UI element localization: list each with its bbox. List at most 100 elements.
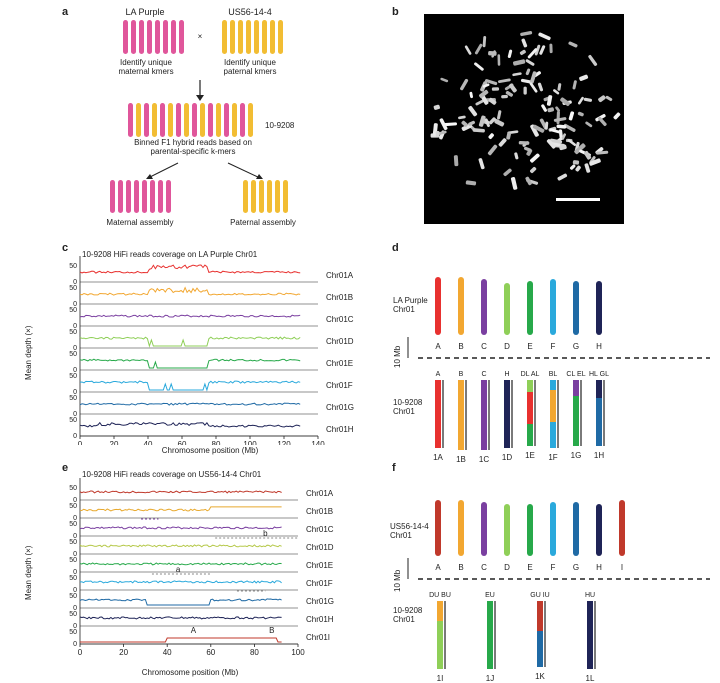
chromosome-spot: [546, 139, 556, 149]
chromosome-D: [504, 504, 510, 556]
chromosome-spot: [482, 83, 490, 88]
hybrid-segment: [550, 422, 556, 448]
chromosome-spot: [508, 83, 517, 93]
chromosome-spot: [474, 43, 483, 55]
chromosome-bar: [152, 103, 157, 137]
chromosome-bar: [230, 20, 235, 54]
chromosome-spot: [598, 95, 606, 103]
chromosome-spot: [561, 133, 566, 140]
y-tick-label: 50: [69, 285, 77, 292]
y-tick-label: 50: [69, 417, 77, 424]
chromosome-spot: [468, 105, 478, 117]
chromosome-bar: [275, 180, 280, 213]
x-tick-label: 100: [291, 648, 305, 657]
chromosome-letter: F: [551, 563, 556, 572]
chromosome-spot: [589, 158, 601, 166]
chromosome-letter: A: [435, 563, 441, 572]
track-name: Chr01E: [326, 359, 353, 368]
chromosome-bar: [200, 103, 205, 137]
chromosome-H: [596, 504, 602, 556]
chromosome-spot: [539, 45, 546, 55]
track-name: Chr01A: [326, 271, 354, 280]
chromosome-bar: [144, 103, 149, 137]
chromosome-spot: [583, 97, 593, 102]
chromosome-spot: [556, 124, 567, 129]
chromosome-C: [481, 502, 487, 556]
chromosome-spot: [501, 94, 508, 99]
chromosome-spot: [520, 78, 532, 84]
chromosome-spot: [568, 111, 575, 121]
track-name: Chr01C: [306, 525, 334, 534]
y-tick-label: 50: [69, 307, 77, 314]
chromosome-spread: [430, 31, 621, 201]
chromosome-bar: [222, 20, 227, 54]
chromosome-spot: [570, 164, 576, 170]
hybrid-segment: [435, 380, 441, 448]
chromosome-spot: [579, 74, 589, 81]
y-tick-label: 0: [73, 551, 77, 558]
hybrid-segment: [573, 380, 579, 396]
chromosome-bar: [208, 103, 213, 137]
track-name: Chr01C: [326, 315, 354, 324]
coverage-line: [79, 380, 301, 392]
chromosome-bar: [270, 20, 275, 54]
chromosome-spot: [549, 138, 563, 144]
chromosome-spot: [572, 160, 580, 165]
x-tick-label: 60: [178, 440, 187, 445]
chromosome-letter: G: [573, 563, 579, 572]
chromosome-bar: [224, 103, 229, 137]
chromosome-spot: [547, 107, 555, 113]
hybrid-name: 1E: [525, 451, 535, 460]
panel-label-e: e: [62, 462, 69, 474]
hybrid-chr01-label-f: 10-9208 Chr01: [393, 606, 423, 624]
chromosome-spot: [518, 140, 530, 145]
track-name: Chr01F: [306, 579, 333, 588]
chromosome-spot: [525, 176, 532, 186]
chromosome-spot: [460, 78, 469, 91]
chromosome-spot: [478, 158, 485, 170]
chromosome-spot: [568, 41, 578, 48]
hybrid-segment: [527, 380, 533, 392]
ylabel-e: Mean depth (×): [24, 545, 33, 600]
chromosome-spot: [506, 132, 512, 140]
la-purple-chr01-label: LA Purple Chr01: [393, 296, 428, 314]
chromosome-spot: [530, 166, 537, 174]
coverage-plot-c: 0 20 40 60 80 100 120 140050Chr01A050Chr01B050C…: [69, 256, 354, 445]
chromosome-E: [527, 281, 533, 335]
chromosome-letter: C: [481, 563, 487, 572]
x-tick-label: 60: [206, 648, 215, 657]
parent-right-label: US56-14-4: [228, 7, 272, 17]
chromosome-bar: [278, 20, 283, 54]
hybrid-name: 1J: [486, 674, 494, 681]
chromosome-spot: [541, 104, 547, 112]
chromosome-bar: [110, 180, 115, 213]
chromosome-spot: [464, 45, 472, 55]
chromosome-bar: [131, 20, 136, 54]
coverage-line: [79, 490, 282, 494]
track-name: Chr01D: [326, 337, 354, 346]
chromosome-bar: [176, 103, 181, 137]
chromosome-bar: [168, 103, 173, 137]
chromosome-spot: [584, 163, 591, 173]
hybrid-head: H: [504, 371, 509, 378]
arrow-maternal: [147, 162, 179, 179]
chromosome-bar: [248, 103, 253, 137]
chromosome-bar: [142, 180, 147, 213]
chromosome-H: [596, 281, 602, 335]
chromosome-spot: [484, 118, 490, 128]
paternal-kmer-text: Identify unique paternal kmers: [223, 58, 277, 76]
x-tick-label: 40: [144, 440, 153, 445]
arrow-head: [196, 95, 204, 101]
chromosome-spot: [453, 155, 459, 167]
chromosome-spot: [553, 89, 560, 95]
chromosome-bar: [126, 180, 131, 213]
chromosome-F: [550, 279, 556, 335]
chromosome-spot: [488, 97, 497, 105]
chromosome-spot: [439, 118, 448, 131]
y-tick-label: 50: [69, 395, 77, 402]
hybrid-head: HL GL: [589, 371, 609, 378]
hybrid-segment: [504, 380, 510, 448]
chromosome-letter: H: [596, 342, 602, 351]
track-name: Chr01I: [306, 633, 330, 642]
hybrid-head: DU BU: [429, 592, 451, 599]
